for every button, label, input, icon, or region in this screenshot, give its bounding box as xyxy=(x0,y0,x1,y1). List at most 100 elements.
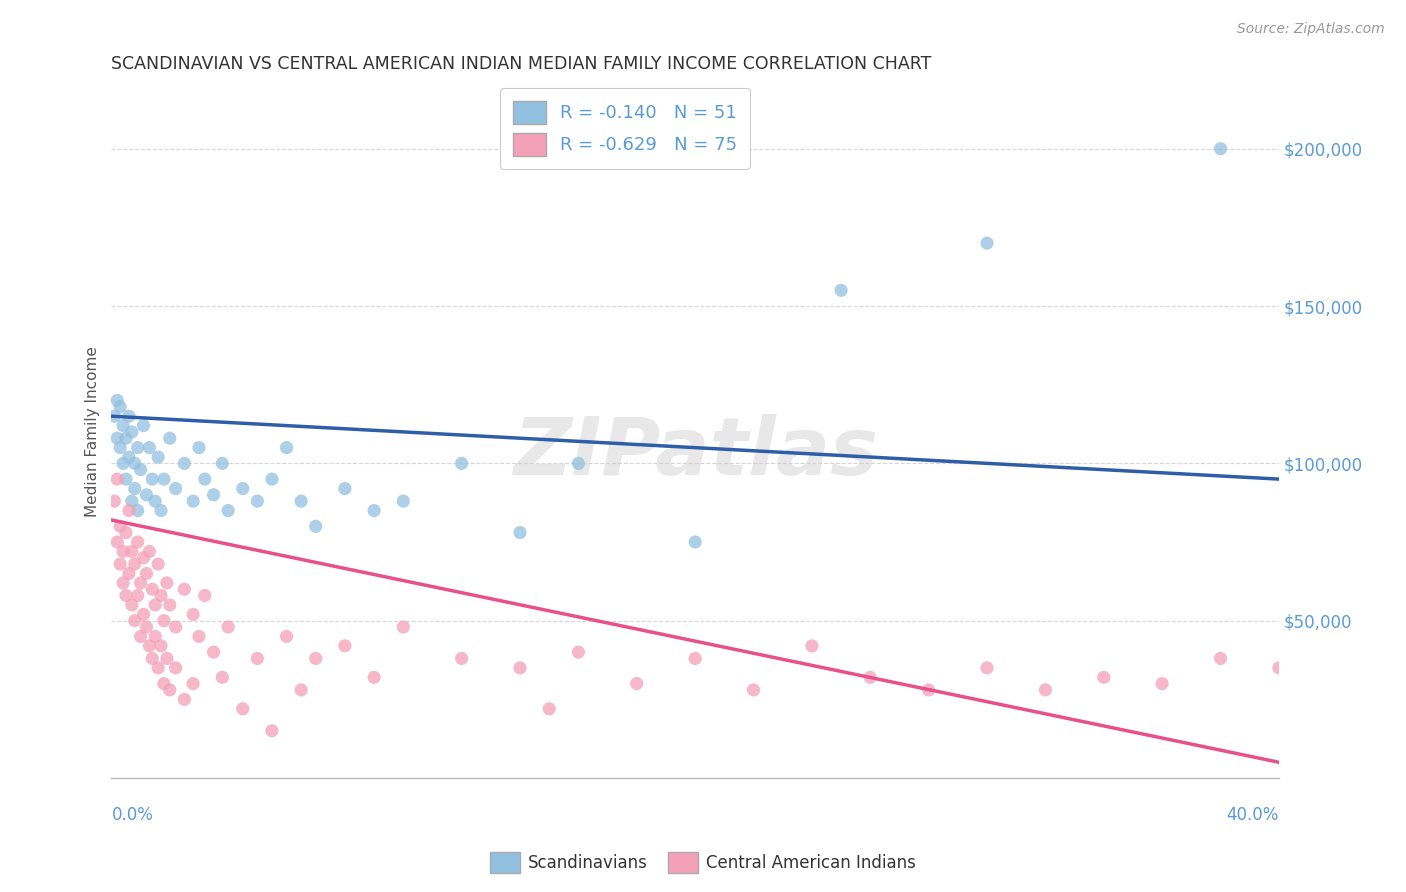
Point xyxy=(118,566,141,581)
Point xyxy=(108,441,131,455)
Point xyxy=(217,620,239,634)
Point xyxy=(626,676,648,690)
Point xyxy=(141,582,163,597)
Point xyxy=(392,620,415,634)
Point xyxy=(211,670,233,684)
Point xyxy=(1092,670,1115,684)
Point xyxy=(105,393,128,408)
Point xyxy=(132,418,155,433)
Point xyxy=(290,494,312,508)
Point xyxy=(194,472,217,486)
Point xyxy=(188,629,211,643)
Point xyxy=(115,431,138,445)
Point xyxy=(112,418,135,433)
Point xyxy=(159,682,181,697)
Point xyxy=(246,494,269,508)
Point xyxy=(917,682,939,697)
Text: SCANDINAVIAN VS CENTRAL AMERICAN INDIAN MEDIAN FAMILY INCOME CORRELATION CHART: SCANDINAVIAN VS CENTRAL AMERICAN INDIAN … xyxy=(111,55,932,73)
Point xyxy=(124,614,146,628)
Point xyxy=(129,463,152,477)
Point xyxy=(217,503,239,517)
Point xyxy=(150,589,173,603)
Point xyxy=(146,557,169,571)
Point xyxy=(165,661,187,675)
Point xyxy=(118,450,141,464)
Point xyxy=(112,456,135,470)
Point xyxy=(108,400,131,414)
Point xyxy=(103,409,125,424)
Point xyxy=(105,431,128,445)
Point xyxy=(305,519,328,533)
Point xyxy=(232,482,254,496)
Point xyxy=(124,557,146,571)
Point xyxy=(124,482,146,496)
Point xyxy=(138,544,160,558)
Point xyxy=(683,535,706,549)
Text: 40.0%: 40.0% xyxy=(1226,805,1279,823)
Point xyxy=(132,607,155,622)
Point xyxy=(683,651,706,665)
Point xyxy=(181,607,204,622)
Point xyxy=(202,645,225,659)
Point xyxy=(333,482,356,496)
Point xyxy=(129,629,152,643)
Point xyxy=(115,589,138,603)
Point xyxy=(567,645,589,659)
Point xyxy=(1035,682,1057,697)
Point xyxy=(363,503,385,517)
Point xyxy=(143,598,166,612)
Point xyxy=(742,682,765,697)
Point xyxy=(181,676,204,690)
Legend: Scandinavians, Central American Indians: Scandinavians, Central American Indians xyxy=(484,846,922,880)
Point xyxy=(115,525,138,540)
Point xyxy=(181,494,204,508)
Point xyxy=(121,494,143,508)
Point xyxy=(290,682,312,697)
Point xyxy=(194,589,217,603)
Point xyxy=(305,651,328,665)
Point xyxy=(150,639,173,653)
Point xyxy=(165,482,187,496)
Point xyxy=(146,450,169,464)
Point xyxy=(132,550,155,565)
Point xyxy=(135,488,157,502)
Point xyxy=(156,576,179,591)
Point xyxy=(127,503,149,517)
Point xyxy=(129,576,152,591)
Point xyxy=(159,598,181,612)
Point xyxy=(135,620,157,634)
Point xyxy=(509,661,531,675)
Point xyxy=(1268,661,1291,675)
Point xyxy=(800,639,823,653)
Point xyxy=(159,431,181,445)
Point xyxy=(118,409,141,424)
Point xyxy=(153,614,176,628)
Point xyxy=(118,503,141,517)
Point xyxy=(173,582,195,597)
Point xyxy=(105,472,128,486)
Point xyxy=(112,544,135,558)
Point xyxy=(211,456,233,470)
Text: Source: ZipAtlas.com: Source: ZipAtlas.com xyxy=(1237,22,1385,37)
Point xyxy=(105,535,128,549)
Point xyxy=(121,425,143,439)
Point xyxy=(138,639,160,653)
Point xyxy=(830,283,852,297)
Text: ZIPatlas: ZIPatlas xyxy=(513,414,877,491)
Point xyxy=(108,557,131,571)
Point xyxy=(127,535,149,549)
Point xyxy=(127,441,149,455)
Point xyxy=(232,702,254,716)
Point xyxy=(333,639,356,653)
Point xyxy=(165,620,187,634)
Point xyxy=(1209,651,1232,665)
Point xyxy=(108,519,131,533)
Point xyxy=(124,456,146,470)
Point xyxy=(121,544,143,558)
Point xyxy=(363,670,385,684)
Point xyxy=(146,661,169,675)
Point xyxy=(173,692,195,706)
Point xyxy=(153,676,176,690)
Point xyxy=(121,598,143,612)
Point xyxy=(859,670,882,684)
